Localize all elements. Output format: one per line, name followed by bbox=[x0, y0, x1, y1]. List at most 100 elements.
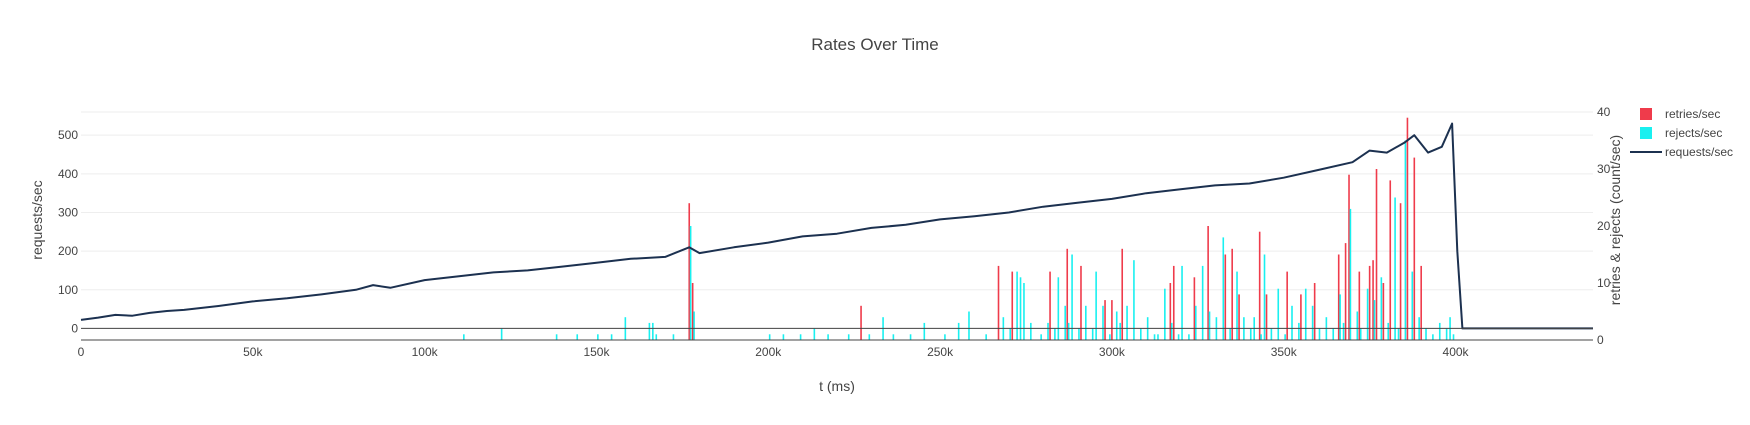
y-tick-label: 200 bbox=[58, 244, 78, 258]
y2-tick-label: 20 bbox=[1597, 219, 1611, 233]
rejects-bar bbox=[1194, 305, 1197, 340]
rejects-bar bbox=[1349, 208, 1352, 340]
retries-bar bbox=[1344, 243, 1347, 340]
rejects-bar bbox=[909, 334, 912, 340]
x-tick-label: 0 bbox=[78, 345, 85, 359]
retries-bar bbox=[1337, 254, 1340, 340]
y-tick-label: 0 bbox=[71, 321, 78, 335]
chart-title: Rates Over Time bbox=[811, 35, 939, 54]
rejects-bar bbox=[555, 334, 558, 340]
y2-axis-title: retries & rejects (count/sec) bbox=[1607, 135, 1623, 305]
rejects-bar bbox=[892, 334, 895, 340]
retries-bar bbox=[1389, 180, 1392, 340]
rejects-bar bbox=[1452, 334, 1455, 340]
rejects-bar bbox=[923, 322, 926, 340]
rejects-bar bbox=[1170, 322, 1173, 340]
rejects-bar bbox=[1432, 334, 1434, 340]
rejects-bar bbox=[1397, 328, 1400, 340]
y-tick-label: 300 bbox=[58, 205, 78, 219]
retries-bar bbox=[1286, 271, 1288, 340]
retries-bar bbox=[1258, 231, 1261, 340]
legend-label: rejects/sec bbox=[1665, 126, 1722, 140]
y2-tick-label: 10 bbox=[1597, 276, 1611, 290]
rejects-bar bbox=[1177, 334, 1180, 340]
retries-bar bbox=[1372, 260, 1374, 340]
rejects-bar bbox=[1380, 277, 1383, 340]
rejects-bar bbox=[1071, 254, 1073, 340]
rejects-bar bbox=[1373, 300, 1376, 340]
y-axis-title: requests/sec bbox=[29, 180, 45, 259]
rejects-bar bbox=[1009, 328, 1012, 340]
line-series bbox=[80, 122, 1593, 330]
rejects-bar bbox=[1057, 277, 1060, 340]
rejects-bar bbox=[968, 311, 970, 340]
rejects-bar bbox=[500, 328, 503, 340]
rejects-bar bbox=[1208, 311, 1211, 340]
rejects-bar bbox=[1284, 334, 1286, 340]
legend-label: retries/sec bbox=[1665, 107, 1720, 121]
retries-bar bbox=[1169, 283, 1172, 340]
rejects-bar bbox=[1332, 328, 1335, 340]
rejects-bar bbox=[1263, 254, 1266, 340]
rejects-bar bbox=[1229, 328, 1231, 340]
rejects-bar bbox=[1091, 328, 1094, 340]
rejects-bar bbox=[1404, 140, 1407, 340]
retries-bar bbox=[1121, 248, 1124, 340]
rejects-bar bbox=[1140, 328, 1142, 340]
rejects-bar bbox=[1277, 288, 1280, 340]
rejects-bar bbox=[1222, 237, 1225, 340]
x-tick-label: 50k bbox=[243, 345, 263, 359]
retries-bar bbox=[1313, 283, 1316, 340]
rejects-bar bbox=[1064, 305, 1066, 340]
x-tick-label: 100k bbox=[412, 345, 439, 359]
retries-bar bbox=[1348, 174, 1350, 340]
x-tick-label: 350k bbox=[1271, 345, 1298, 359]
retries-bar bbox=[1080, 265, 1082, 340]
retries-bar bbox=[688, 203, 691, 340]
rejects-bar bbox=[782, 334, 785, 340]
legend: retries/sec rejects/sec requests/sec bbox=[1630, 107, 1733, 159]
retries-bar bbox=[1049, 271, 1051, 340]
retries-bar bbox=[1231, 248, 1233, 340]
rejects-bar bbox=[1102, 305, 1104, 340]
rejects-bar bbox=[1291, 305, 1293, 340]
rejects-bar bbox=[985, 334, 987, 340]
rejects-bar bbox=[1119, 322, 1121, 340]
retries-bar bbox=[1300, 294, 1302, 340]
retries-bar bbox=[691, 283, 694, 340]
y-tick-label: 100 bbox=[58, 283, 78, 297]
rejects-bar bbox=[463, 334, 465, 340]
rejects-bar bbox=[1311, 305, 1314, 340]
retries-bar bbox=[1011, 271, 1014, 340]
rejects-bar bbox=[1188, 334, 1190, 340]
rejects-bar bbox=[1181, 265, 1183, 340]
rejects-bar bbox=[1201, 265, 1204, 340]
rejects-bar bbox=[1445, 328, 1448, 340]
rejects-bar bbox=[957, 322, 960, 340]
rejects-bar bbox=[1387, 322, 1390, 340]
rejects-bar bbox=[1438, 322, 1441, 340]
rejects-bar bbox=[1019, 277, 1022, 340]
rejects-bar bbox=[1339, 294, 1341, 340]
retries-bar bbox=[1224, 254, 1227, 340]
rejects-bar bbox=[1078, 328, 1080, 340]
x-tick-label: 200k bbox=[755, 345, 782, 359]
rejects-bar bbox=[1153, 334, 1156, 340]
y2-tick-label: 30 bbox=[1597, 162, 1611, 176]
retries-bar bbox=[1193, 277, 1196, 340]
retries-bar bbox=[997, 265, 1000, 340]
rejects-bar bbox=[847, 334, 850, 340]
rejects-bar bbox=[1425, 328, 1427, 340]
rejects-bar bbox=[868, 334, 871, 340]
retries-bar bbox=[1111, 300, 1113, 340]
retries-bar bbox=[1399, 203, 1402, 340]
y-tick-label: 400 bbox=[58, 167, 78, 181]
rejects-bar bbox=[1095, 271, 1097, 340]
retries-bar bbox=[1207, 226, 1209, 340]
x-tick-label: 250k bbox=[927, 345, 954, 359]
retries-bar bbox=[1375, 169, 1378, 340]
grid-lines bbox=[81, 111, 1593, 329]
rejects-bar bbox=[768, 334, 771, 340]
